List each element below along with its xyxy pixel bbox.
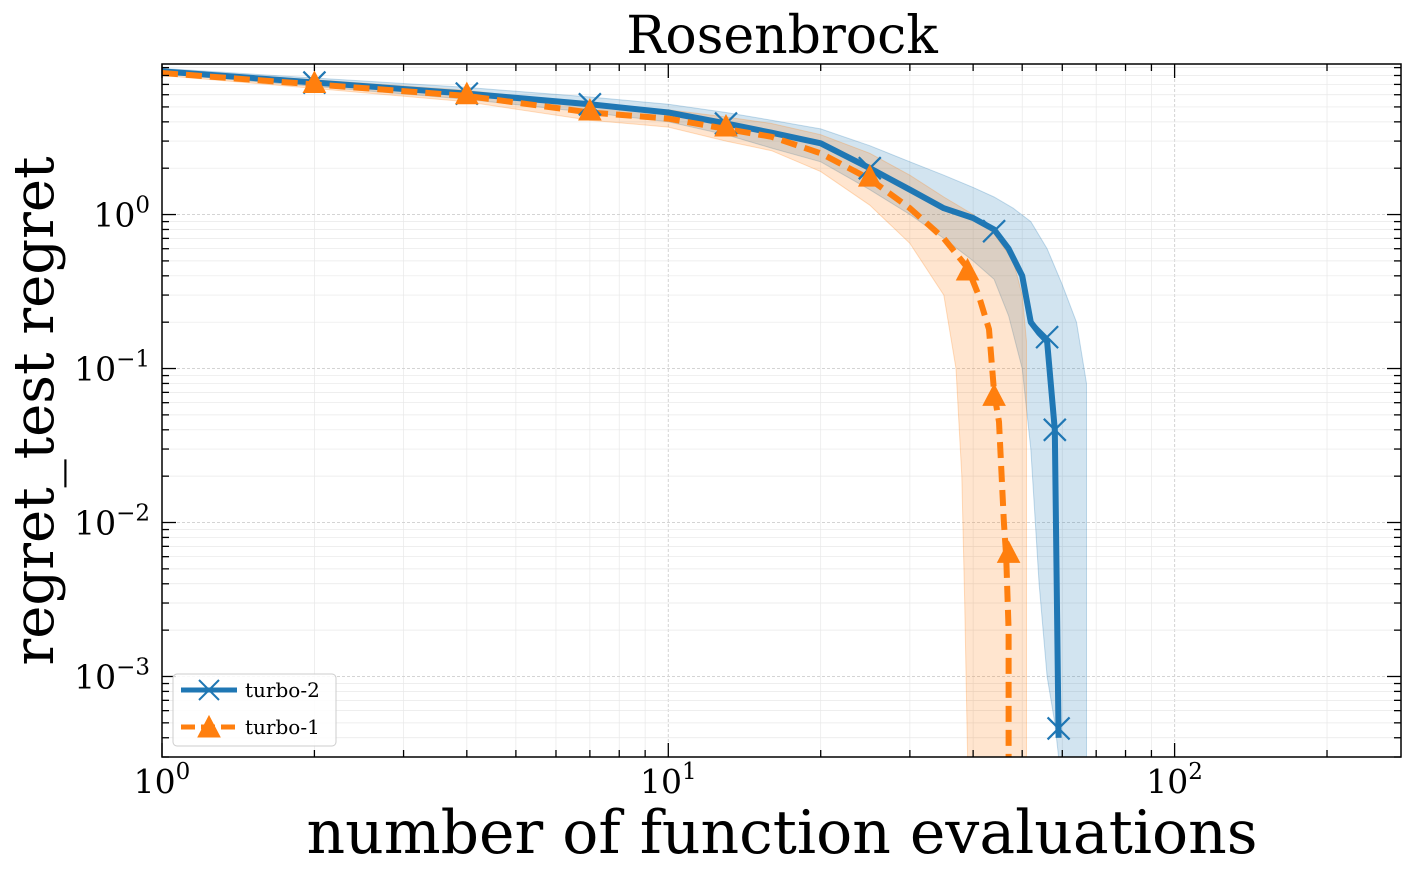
- legend-label-turbo-2: turbo-2: [245, 678, 320, 702]
- legend: turbo-2 turbo-1: [172, 673, 337, 747]
- y-tick-label: 100: [93, 193, 150, 235]
- x-tick-label: 101: [640, 759, 697, 801]
- marker-turbo-1: [982, 383, 1006, 406]
- marker-turbo-2: [1046, 716, 1071, 741]
- marker-turbo-1: [857, 164, 882, 187]
- marker-turbo-1: [578, 97, 602, 121]
- series-markers: [302, 70, 1071, 741]
- marker-turbo-1: [302, 70, 327, 93]
- line-turbo-2: [162, 68, 1062, 738]
- marker-turbo-1: [955, 257, 980, 281]
- marker-turbo-1: [714, 113, 738, 137]
- tick-labels: 100 101 102 100 10−1 10−2 10−3: [74, 193, 1203, 801]
- marker-turbo-2: [1035, 325, 1059, 349]
- x-tick-label: 100: [134, 759, 191, 801]
- series-lines: [162, 68, 1062, 757]
- legend-marker-turbo-2: [198, 679, 220, 701]
- marker-turbo-2: [982, 219, 1006, 243]
- y-tick-label: 10−1: [74, 347, 150, 389]
- marker-turbo-1: [996, 540, 1021, 563]
- confidence-bands: [162, 67, 1087, 757]
- band-turbo-1: [162, 69, 1027, 757]
- marker-turbo-2: [1043, 418, 1067, 442]
- line-turbo-1: [162, 70, 1012, 757]
- x-tick-label: 102: [1146, 759, 1203, 801]
- plot-frame: [161, 63, 1402, 758]
- band-turbo-2: [162, 67, 1087, 757]
- y-tick-label: 10−2: [74, 501, 150, 543]
- grid: [161, 64, 1401, 758]
- y-axis-label: regret_test regret: [2, 156, 67, 666]
- legend-marker-turbo-1: [197, 714, 221, 738]
- y-tick-label: 10−3: [74, 654, 150, 696]
- x-axis-label: number of function evaluations: [306, 798, 1257, 868]
- chart-title: Rosenbrock: [626, 6, 938, 66]
- marker-turbo-1: [454, 81, 479, 105]
- legend-label-turbo-1: turbo-1: [245, 715, 320, 739]
